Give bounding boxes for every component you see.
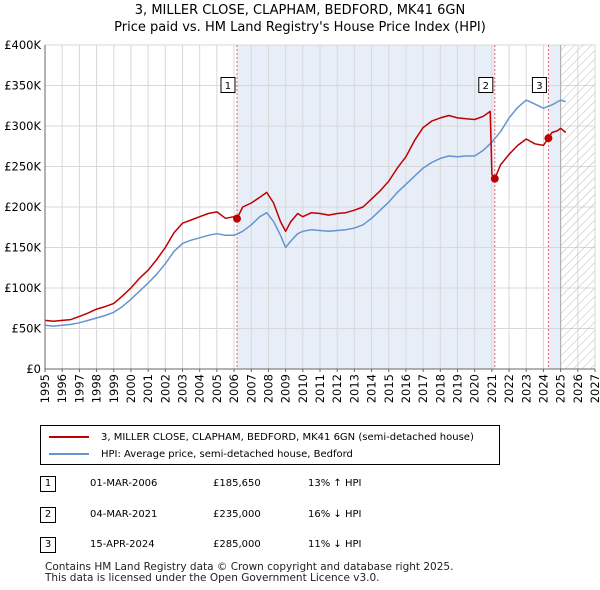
transaction-hpi: 11% ↓ HPI	[308, 539, 362, 550]
x-tick-label: 2017	[416, 374, 430, 403]
transaction-hpi: 13% ↑ HPI	[308, 478, 362, 489]
x-tick-label: 2001	[141, 374, 155, 403]
chart-title: 3, MILLER CLOSE, CLAPHAM, BEDFORD, MK41 …	[134, 3, 466, 18]
property-line-swatch	[49, 436, 89, 438]
x-tick-label: 2019	[451, 374, 465, 403]
x-tick-label: 1997	[72, 374, 86, 403]
sale-marker-label: 2	[483, 81, 489, 92]
transaction-row: 1 01-MAR-2006 £185,650 13% ↑ HPI	[40, 476, 440, 492]
x-tick-label: 2003	[176, 374, 190, 403]
x-tick-label: 1998	[90, 374, 104, 403]
x-tick-label: 2020	[468, 374, 482, 403]
future-hatch	[560, 45, 595, 369]
sale-point	[490, 174, 499, 183]
x-tick-label: 1999	[107, 374, 121, 403]
transaction-date: 15-APR-2024	[90, 539, 155, 550]
transaction-number: 3	[40, 537, 56, 553]
legend-item-hpi: HPI: Average price, semi-detached house,…	[49, 447, 353, 461]
x-tick-label: 2000	[124, 374, 138, 403]
legend: 3, MILLER CLOSE, CLAPHAM, BEDFORD, MK41 …	[40, 425, 500, 465]
x-tick-label: 2025	[554, 374, 568, 403]
x-tick-label: 2021	[485, 374, 499, 403]
x-tick-label: 2008	[261, 374, 275, 403]
x-tick-label: 2012	[330, 374, 344, 403]
x-tick-label: 2002	[158, 374, 172, 403]
x-tick-label: 2005	[210, 374, 224, 403]
sale-marker-label: 3	[536, 81, 542, 92]
transaction-price: £185,650	[213, 478, 261, 489]
x-tick-label: 2027	[588, 374, 600, 403]
x-tick-label: 2011	[313, 374, 327, 403]
transaction-hpi: 16% ↓ HPI	[308, 509, 362, 520]
x-tick-label: 2014	[365, 374, 379, 403]
x-tick-label: 2016	[399, 374, 413, 403]
legend-item-property: 3, MILLER CLOSE, CLAPHAM, BEDFORD, MK41 …	[49, 430, 474, 444]
price-chart: 1 2 3 £0 £50K £100K £150K £200K £250K £300K £350K…	[4, 38, 600, 403]
transaction-price: £285,000	[213, 539, 261, 550]
chart-subtitle: Price paid vs. HM Land Registry's House …	[114, 20, 486, 35]
x-tick-label: 2018	[433, 374, 447, 403]
y-tick-label: £300K	[4, 119, 41, 133]
footer-licence: This data is licensed under the Open Gov…	[45, 572, 380, 584]
transaction-date: 01-MAR-2006	[90, 478, 158, 489]
y-tick-label: £50K	[12, 322, 42, 336]
x-tick-label: 2006	[227, 374, 241, 403]
x-tick-label: 2015	[382, 374, 396, 403]
sale-point	[544, 134, 553, 143]
legend-property-label: 3, MILLER CLOSE, CLAPHAM, BEDFORD, MK41 …	[101, 431, 474, 443]
legend-hpi-label: HPI: Average price, semi-detached house,…	[101, 448, 353, 460]
y-tick-label: £150K	[4, 241, 41, 255]
x-tick-label: 2024	[536, 374, 550, 403]
transaction-date: 04-MAR-2021	[90, 509, 158, 520]
x-tick-label: 2009	[279, 374, 293, 403]
x-tick-label: 1996	[55, 374, 69, 403]
x-tick-label: 2013	[347, 374, 361, 403]
sale-marker-box	[220, 77, 236, 93]
sale-marker-box	[478, 77, 494, 93]
x-tick-label: 2007	[244, 374, 258, 403]
footer-copyright: Contains HM Land Registry data © Crown c…	[45, 561, 454, 573]
y-tick-label: £350K	[4, 79, 41, 93]
footer: Contains HM Land Registry data © Crown c…	[45, 562, 453, 584]
transaction-row: 2 04-MAR-2021 £235,000 16% ↓ HPI	[40, 507, 440, 523]
y-tick-label: £0	[26, 362, 41, 376]
x-tick-label: 2022	[502, 374, 516, 403]
transaction-price: £235,000	[213, 509, 261, 520]
x-tick-label: 2023	[519, 374, 533, 403]
x-tick-label: 1995	[38, 374, 52, 403]
sale-marker-label: 1	[225, 81, 231, 92]
transaction-number: 1	[40, 476, 56, 492]
y-tick-label: £100K	[4, 281, 41, 295]
x-tick-label: 2026	[571, 374, 585, 403]
x-tick-label: 2004	[193, 374, 207, 403]
hpi-line	[44, 99, 567, 327]
hpi-line-swatch	[49, 453, 89, 455]
y-tick-label: £400K	[4, 38, 41, 52]
transaction-row: 3 15-APR-2024 £285,000 11% ↓ HPI	[40, 537, 440, 553]
transaction-number: 2	[40, 507, 56, 523]
sale-point	[232, 214, 241, 223]
x-tick-label: 2010	[296, 374, 310, 403]
y-tick-label: £200K	[4, 200, 41, 214]
sale-marker-box	[531, 77, 547, 93]
y-tick-label: £250K	[4, 160, 41, 174]
